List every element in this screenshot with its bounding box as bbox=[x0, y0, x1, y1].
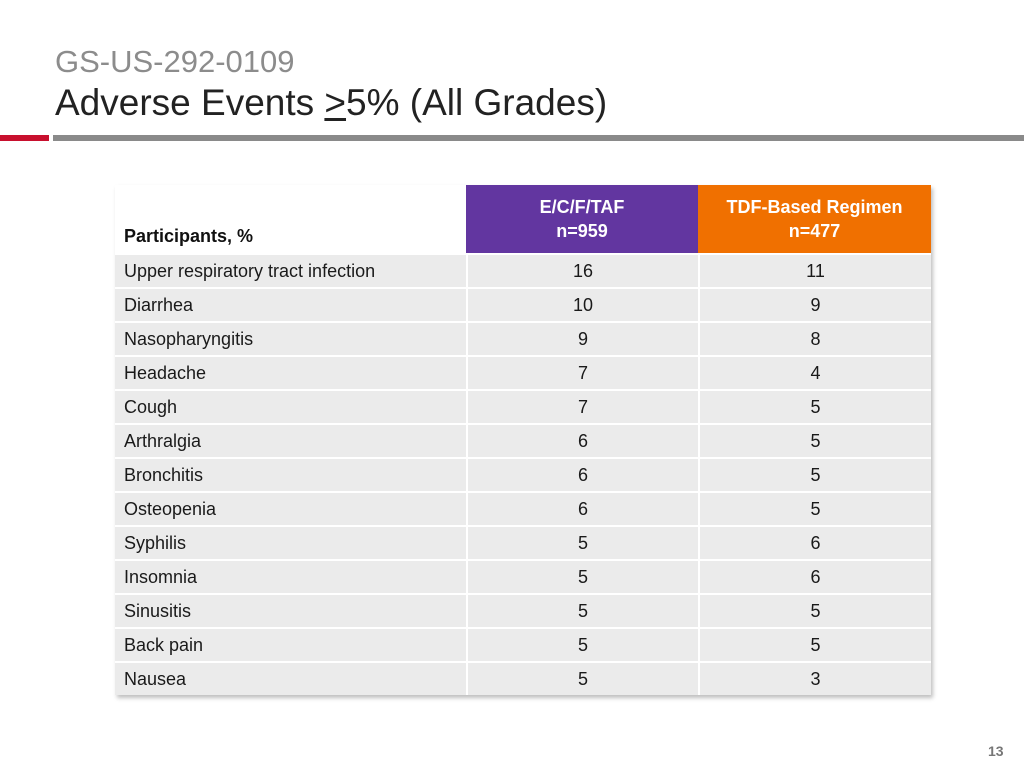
tdf-value: 6 bbox=[698, 525, 931, 559]
ecftaf-value: 5 bbox=[466, 627, 698, 661]
event-name: Insomnia bbox=[115, 559, 466, 593]
group-n: n=477 bbox=[788, 221, 841, 241]
accent-rule-gray bbox=[53, 135, 1024, 141]
event-name: Osteopenia bbox=[115, 491, 466, 525]
page-number: 13 bbox=[988, 743, 1004, 759]
table-header-row: Participants, % E/C/F/TAF n=959 TDF-Base… bbox=[115, 185, 931, 253]
accent-rule-red bbox=[0, 135, 49, 141]
ecftaf-value: 10 bbox=[466, 287, 698, 321]
group-n: n=959 bbox=[556, 221, 608, 241]
event-name: Bronchitis bbox=[115, 457, 466, 491]
event-name: Back pain bbox=[115, 627, 466, 661]
tdf-value: 5 bbox=[698, 457, 931, 491]
tdf-value: 11 bbox=[698, 253, 931, 287]
tdf-value: 5 bbox=[698, 423, 931, 457]
ecftaf-value: 5 bbox=[466, 593, 698, 627]
table-row: Nausea 5 3 bbox=[115, 661, 931, 695]
ecftaf-value: 7 bbox=[466, 355, 698, 389]
table-row: Sinusitis 5 5 bbox=[115, 593, 931, 627]
title-suffix: 5% (All Grades) bbox=[346, 82, 608, 123]
ecftaf-value: 6 bbox=[466, 491, 698, 525]
tdf-value: 4 bbox=[698, 355, 931, 389]
group-name: E/C/F/TAF bbox=[539, 197, 625, 217]
table-row: Osteopenia 6 5 bbox=[115, 491, 931, 525]
event-name: Arthralgia bbox=[115, 423, 466, 457]
event-name: Syphilis bbox=[115, 525, 466, 559]
slide-title: Adverse Events >5% (All Grades) bbox=[55, 82, 608, 123]
group-header-ecftaf: E/C/F/TAF n=959 bbox=[466, 185, 698, 253]
ecftaf-value: 5 bbox=[466, 661, 698, 695]
event-name: Nausea bbox=[115, 661, 466, 695]
slide-subtitle: GS-US-292-0109 bbox=[55, 44, 295, 79]
event-name: Headache bbox=[115, 355, 466, 389]
table-row: Insomnia 5 6 bbox=[115, 559, 931, 593]
table-row: Back pain 5 5 bbox=[115, 627, 931, 661]
adverse-events-table: Participants, % E/C/F/TAF n=959 TDF-Base… bbox=[115, 185, 931, 695]
table-row: Upper respiratory tract infection 16 11 bbox=[115, 253, 931, 287]
table-row: Cough 7 5 bbox=[115, 389, 931, 423]
group-header-tdf: TDF-Based Regimen n=477 bbox=[698, 185, 931, 253]
ecftaf-value: 16 bbox=[466, 253, 698, 287]
table-row: Headache 7 4 bbox=[115, 355, 931, 389]
ecftaf-value: 5 bbox=[466, 525, 698, 559]
ecftaf-value: 9 bbox=[466, 321, 698, 355]
ecftaf-value: 6 bbox=[466, 457, 698, 491]
greater-equal-symbol: > bbox=[324, 82, 347, 123]
ecftaf-value: 5 bbox=[466, 559, 698, 593]
event-name: Nasopharyngitis bbox=[115, 321, 466, 355]
tdf-value: 5 bbox=[698, 627, 931, 661]
event-name: Sinusitis bbox=[115, 593, 466, 627]
group-name: TDF-Based Regimen bbox=[726, 197, 903, 217]
tdf-value: 9 bbox=[698, 287, 931, 321]
event-name: Diarrhea bbox=[115, 287, 466, 321]
table-row: Arthralgia 6 5 bbox=[115, 423, 931, 457]
table-row: Nasopharyngitis 9 8 bbox=[115, 321, 931, 355]
tdf-value: 5 bbox=[698, 389, 931, 423]
participants-header: Participants, % bbox=[115, 185, 466, 253]
title-prefix: Adverse Events bbox=[55, 82, 325, 123]
table-row: Diarrhea 10 9 bbox=[115, 287, 931, 321]
ecftaf-value: 6 bbox=[466, 423, 698, 457]
table-row: Bronchitis 6 5 bbox=[115, 457, 931, 491]
tdf-value: 5 bbox=[698, 593, 931, 627]
tdf-value: 5 bbox=[698, 491, 931, 525]
event-name: Cough bbox=[115, 389, 466, 423]
table-row: Syphilis 5 6 bbox=[115, 525, 931, 559]
tdf-value: 6 bbox=[698, 559, 931, 593]
tdf-value: 3 bbox=[698, 661, 931, 695]
tdf-value: 8 bbox=[698, 321, 931, 355]
event-name: Upper respiratory tract infection bbox=[115, 253, 466, 287]
ecftaf-value: 7 bbox=[466, 389, 698, 423]
